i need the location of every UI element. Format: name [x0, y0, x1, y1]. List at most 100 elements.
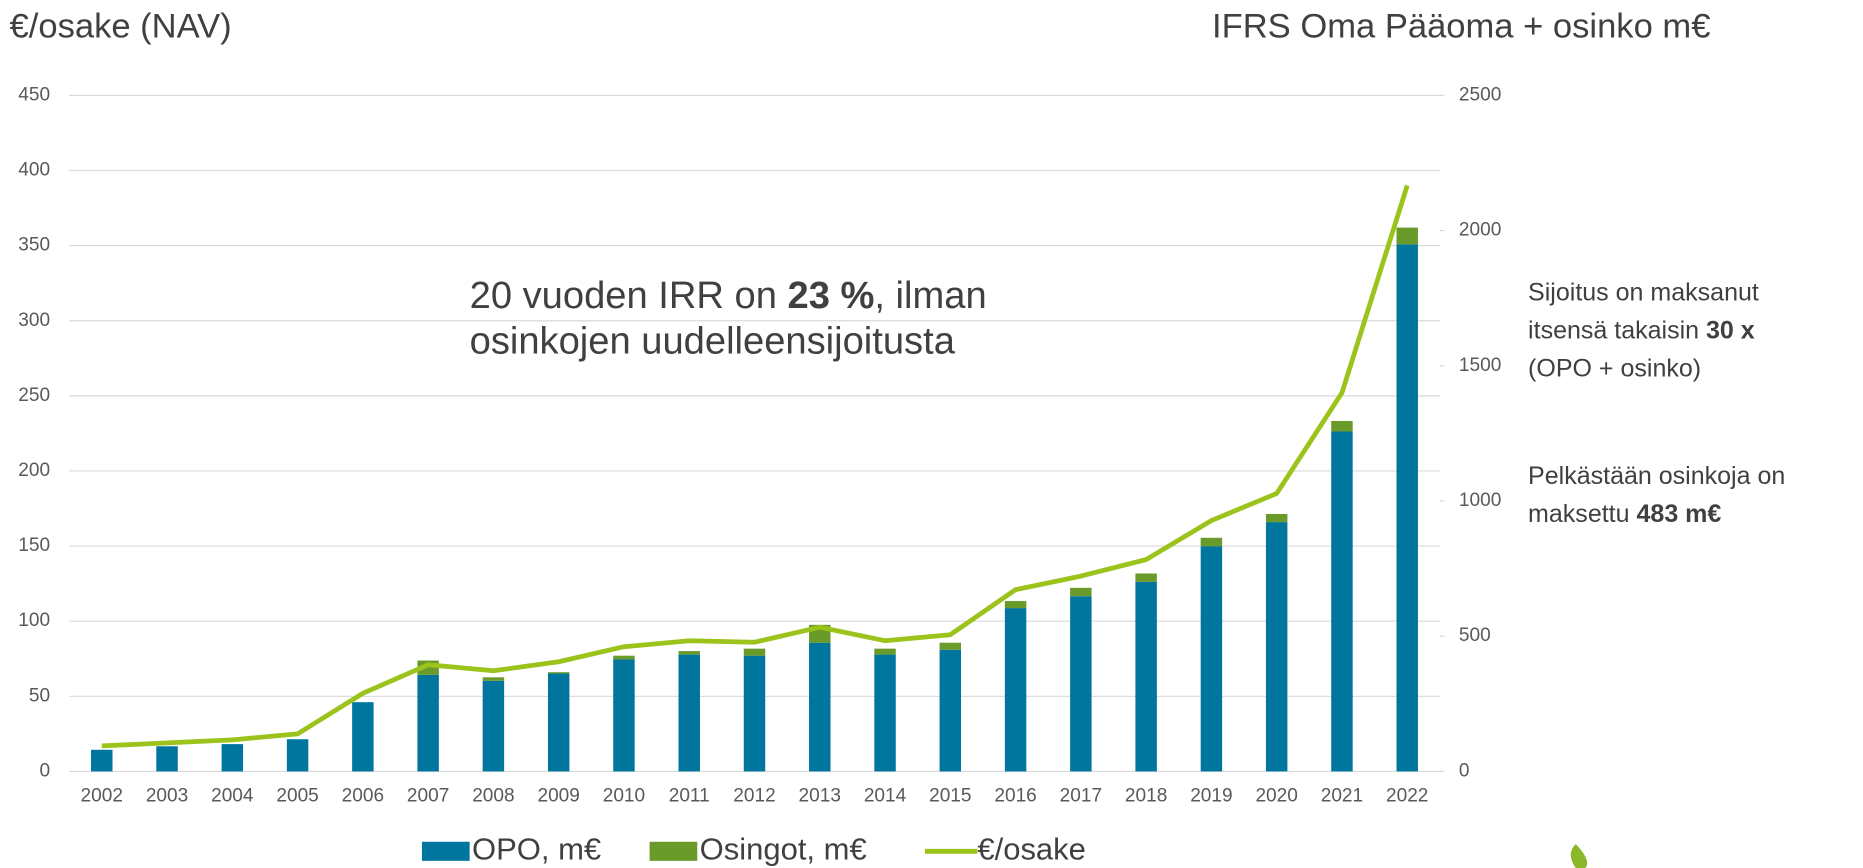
y2-tick-label: 1500 — [1459, 355, 1501, 376]
x-tick-label: 2019 — [1190, 785, 1232, 806]
annotation-text: osinkojen uudelleensijoitusta — [470, 319, 956, 362]
legend-label: €/osake — [977, 831, 1086, 866]
bar — [1135, 573, 1157, 582]
bar — [1200, 546, 1223, 772]
x-tick-label: 2017 — [1060, 785, 1102, 806]
y-tick-label: 0 — [39, 760, 50, 781]
bar — [1396, 244, 1418, 772]
x-tick-label: 2009 — [537, 785, 579, 806]
x-tick-label: 2013 — [799, 785, 841, 806]
y-tick-label: 50 — [29, 685, 50, 706]
bar — [1004, 601, 1027, 609]
legend-swatch — [649, 841, 698, 861]
y-tick-label: 450 — [18, 84, 50, 105]
bar — [286, 739, 309, 772]
y2-axis-title: IFRS Oma Pääoma + osinko m€ — [1212, 8, 1710, 46]
x-tick-label: 2010 — [603, 785, 645, 806]
y2-tick-label: 2000 — [1459, 220, 1501, 241]
bar — [1004, 608, 1027, 772]
bar — [352, 702, 374, 772]
bar — [743, 655, 766, 772]
annotation-text: Pelkästään osinkoja on — [1528, 462, 1785, 490]
bar — [417, 674, 439, 772]
bar — [1135, 581, 1157, 772]
bar — [613, 659, 635, 772]
annotation-text: itsensä takaisin — [1528, 316, 1706, 344]
bar — [1331, 420, 1353, 432]
x-tick-label: 2006 — [342, 785, 384, 806]
bar — [156, 746, 178, 772]
annotation: 20 vuoden IRR on 23 %, ilman — [470, 274, 987, 317]
bar — [613, 655, 635, 660]
annotation-text: 20 vuoden IRR on — [470, 274, 788, 317]
annotation-text: 483 m€ — [1637, 500, 1722, 528]
bar — [678, 654, 700, 772]
bar — [939, 642, 962, 650]
annotation-text: Sijoitus on maksanut — [1528, 278, 1759, 306]
annotation: osinkojen uudelleensijoitusta — [470, 319, 956, 362]
annotation-text: maksettu — [1528, 500, 1636, 528]
bar — [678, 651, 700, 655]
y-tick-label: 150 — [18, 535, 50, 556]
annotation: (OPO + osinko) — [1528, 354, 1701, 382]
x-tick-label: 2018 — [1125, 785, 1167, 806]
annotation-text: 23 % — [787, 274, 874, 317]
y-tick-label: 200 — [18, 460, 50, 481]
bar — [1396, 227, 1418, 245]
annotation-text: , ilman — [874, 274, 986, 317]
y-axis-title: €/osake (NAV) — [10, 8, 232, 46]
x-tick-label: 2008 — [472, 785, 514, 806]
bar — [91, 749, 113, 772]
bar — [809, 642, 831, 772]
y-tick-label: 100 — [18, 610, 50, 631]
x-tick-label: 2011 — [669, 785, 710, 806]
logo-leaf — [1570, 844, 1588, 868]
y2-tick-label: 500 — [1459, 625, 1491, 646]
bar — [1070, 587, 1092, 597]
bar — [1200, 537, 1223, 547]
legend-label: Osingot, m€ — [700, 831, 867, 866]
bar — [1070, 596, 1092, 772]
bar — [1265, 513, 1288, 523]
y-tick-label: 350 — [18, 235, 50, 256]
bar — [874, 654, 896, 772]
x-tick-label: 2015 — [929, 785, 971, 806]
bar — [1331, 431, 1353, 772]
line — [101, 184, 1410, 749]
bar — [939, 649, 962, 772]
x-tick-label: 2021 — [1321, 785, 1363, 806]
bar — [547, 672, 570, 674]
x-tick-label: 2022 — [1386, 785, 1428, 806]
bar — [482, 677, 505, 681]
bar — [1265, 522, 1288, 772]
bar — [221, 744, 244, 772]
x-tick-label: 2014 — [864, 785, 907, 806]
x-tick-label: 2003 — [146, 785, 188, 806]
y-tick-label: 400 — [18, 160, 50, 181]
bar — [482, 680, 505, 772]
annotation-text: 30 x — [1706, 316, 1755, 344]
x-tick-label: 2016 — [994, 785, 1036, 806]
x-tick-label: 2020 — [1255, 785, 1297, 806]
bar — [743, 648, 766, 656]
x-tick-label: 2004 — [211, 785, 254, 806]
annotation: itsensä takaisin 30 x — [1528, 316, 1755, 344]
y-tick-label: 300 — [18, 310, 50, 331]
legend-swatch — [421, 841, 470, 861]
y2-tick-label: 2500 — [1459, 84, 1501, 105]
x-tick-label: 2012 — [733, 785, 775, 806]
y-tick-label: 250 — [18, 385, 50, 406]
annotation: Pelkästään osinkoja on — [1528, 462, 1785, 490]
y2-tick-label: 1000 — [1459, 490, 1501, 511]
x-tick-label: 2007 — [407, 785, 449, 806]
annotation: Sijoitus on maksanut — [1528, 278, 1759, 306]
legend-label: OPO, m€ — [472, 831, 601, 866]
x-tick-label: 2002 — [81, 785, 123, 806]
bar — [547, 673, 570, 772]
annotation-text: (OPO + osinko) — [1528, 354, 1701, 382]
bar — [874, 648, 896, 655]
annotation: maksettu 483 m€ — [1528, 500, 1721, 528]
x-tick-label: 2005 — [276, 785, 318, 806]
